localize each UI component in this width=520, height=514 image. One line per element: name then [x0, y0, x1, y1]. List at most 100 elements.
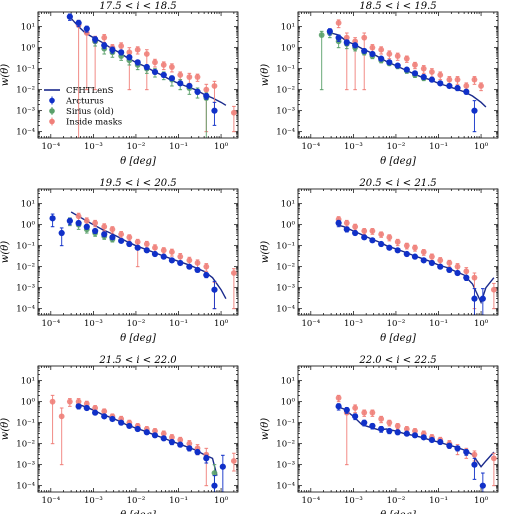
marker — [230, 458, 237, 464]
marker — [118, 419, 125, 426]
data-point-arcturus — [75, 19, 82, 28]
marker — [75, 213, 82, 220]
panel-3: 10⁻⁴ 10⁻³ 10⁻² 10⁻¹ 10⁰ 10⁻⁴ 10⁻³ 10⁻² 10⁻¹ 10⁰ 10… — [0, 178, 239, 344]
marker — [126, 422, 133, 430]
data-point-inside-masks — [386, 50, 393, 60]
data-point-arcturus — [471, 288, 478, 315]
data-point-arcturus — [463, 88, 470, 95]
data-point-arcturus — [454, 269, 461, 277]
data-point-inside-masks — [109, 226, 116, 234]
marker — [152, 59, 158, 66]
y-tick-label: 10¹ — [281, 200, 295, 210]
marker — [446, 442, 453, 449]
data-point-inside-masks — [160, 61, 167, 71]
marker — [361, 234, 368, 241]
marker — [369, 50, 376, 58]
marker — [386, 234, 393, 241]
legend-label-inside-masks: Inside masks — [66, 118, 122, 128]
x-tick-label: 10⁻² — [387, 319, 406, 329]
marker — [92, 409, 99, 416]
y-tick-label: 10⁻¹ — [276, 65, 295, 75]
data-point-inside-masks — [230, 105, 237, 133]
marker — [211, 482, 218, 489]
marker — [378, 46, 385, 53]
data-point-arcturus — [168, 75, 176, 82]
marker — [160, 62, 167, 68]
data-point-inside-masks — [230, 452, 237, 472]
data-point-arcturus — [446, 442, 453, 449]
marker — [437, 80, 444, 87]
data-point-arcturus — [463, 274, 470, 281]
x-tick-label: 10⁻⁴ — [301, 496, 320, 506]
data-point-inside-masks — [49, 394, 56, 445]
marker — [335, 395, 342, 401]
data-point-arcturus — [471, 457, 478, 480]
data-point-arcturus — [403, 66, 410, 73]
data-point-arcturus — [378, 55, 385, 62]
marker — [186, 257, 193, 264]
data-point-arcturus — [211, 475, 218, 492]
data-point-inside-masks — [58, 407, 65, 466]
marker — [394, 239, 401, 245]
data-point-inside-masks — [169, 63, 175, 73]
data-point-inside-masks — [101, 223, 108, 232]
marker — [143, 63, 150, 71]
marker — [75, 219, 82, 227]
x-tick-label: 10⁰ — [214, 319, 229, 329]
data-point-arcturus — [411, 70, 419, 77]
y-tick-label: 10⁻² — [276, 440, 295, 450]
data-point-inside-masks — [335, 394, 342, 403]
marker — [479, 295, 486, 302]
panel-title: 18.5 < i < 19.5 — [359, 1, 436, 12]
data-point-arcturus — [437, 263, 444, 270]
y-tick-label: 10¹ — [281, 377, 295, 387]
data-point-arcturus — [403, 430, 410, 437]
marker — [403, 55, 410, 62]
data-point-inside-masks — [194, 73, 201, 82]
marker — [126, 234, 133, 241]
y-tick-label: 10⁻⁴ — [276, 482, 295, 492]
panel-title: 19.5 < i < 20.5 — [99, 178, 176, 189]
marker — [361, 409, 368, 416]
data-point-arcturus — [101, 42, 108, 50]
data-point-arcturus — [343, 226, 350, 233]
data-point-arcturus — [134, 59, 141, 66]
x-tick-label: 10⁻⁴ — [41, 319, 60, 329]
x-tick-label: 10⁻³ — [344, 496, 363, 506]
data-point-arcturus — [75, 403, 82, 410]
y-axis-label: w(θ) — [0, 241, 11, 263]
marker — [118, 43, 125, 49]
x-tick-label: 10⁻¹ — [429, 319, 448, 329]
legend-swatch-arcturus — [49, 97, 55, 104]
data-point-arcturus — [92, 409, 99, 416]
marker — [378, 240, 385, 248]
data-point-inside-masks — [83, 27, 90, 91]
legend-label-sirius-old: Sirius (old) — [66, 106, 114, 117]
marker — [369, 409, 376, 416]
marker — [101, 42, 108, 49]
y-tick-label: 10⁰ — [21, 398, 36, 408]
marker — [437, 263, 444, 270]
marker — [352, 413, 359, 420]
data-point-inside-masks — [343, 407, 350, 466]
y-axis-label: w(θ) — [260, 418, 271, 440]
data-point-arcturus — [352, 42, 359, 49]
data-point-inside-masks — [403, 55, 410, 63]
marker — [412, 244, 418, 251]
marker — [420, 249, 427, 255]
legend-swatch-sirius-old — [49, 108, 55, 114]
data-point-arcturus — [151, 250, 159, 258]
y-tick-label: 10⁰ — [21, 44, 36, 54]
marker — [420, 257, 427, 264]
marker — [335, 403, 342, 410]
data-point-inside-masks — [490, 282, 497, 310]
marker — [126, 49, 133, 56]
marker — [134, 244, 141, 251]
x-axis-label: θ [deg] — [120, 510, 156, 514]
marker — [403, 430, 410, 437]
marker — [101, 413, 108, 420]
panel-title: 21.5 < i < 22.0 — [98, 355, 177, 366]
marker — [471, 451, 478, 458]
marker — [403, 66, 410, 73]
y-tick-label: 10⁻³ — [16, 461, 35, 471]
